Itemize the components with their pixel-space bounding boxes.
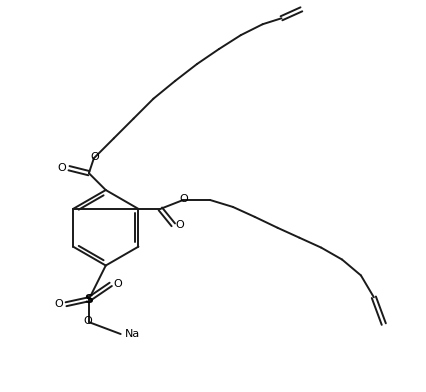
Text: O: O xyxy=(83,316,92,326)
Text: O: O xyxy=(180,194,189,204)
Text: O: O xyxy=(58,163,66,173)
Text: O: O xyxy=(90,152,99,162)
Text: Na: Na xyxy=(125,329,140,339)
Text: O: O xyxy=(113,279,122,289)
Text: S: S xyxy=(84,293,93,306)
Text: O: O xyxy=(55,299,63,309)
Text: O: O xyxy=(176,220,184,230)
